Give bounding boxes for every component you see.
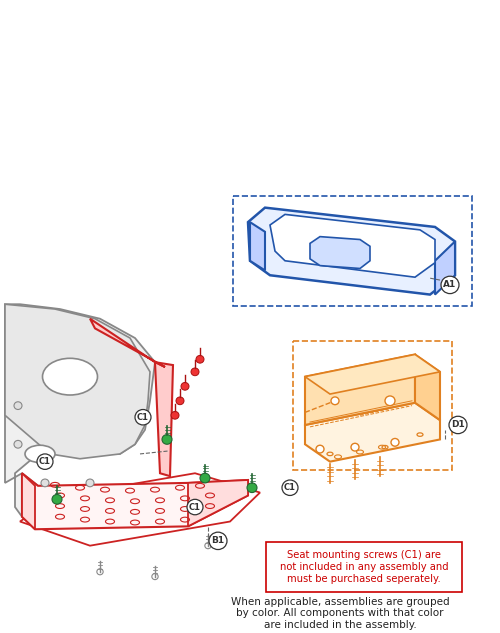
- Polygon shape: [435, 241, 455, 294]
- Circle shape: [52, 494, 62, 504]
- Polygon shape: [188, 480, 248, 527]
- Circle shape: [391, 439, 399, 446]
- Circle shape: [187, 499, 203, 515]
- Text: C1: C1: [39, 457, 51, 466]
- Circle shape: [247, 483, 257, 492]
- Circle shape: [209, 532, 227, 549]
- Circle shape: [282, 480, 298, 496]
- Polygon shape: [90, 318, 165, 367]
- FancyBboxPatch shape: [266, 542, 462, 592]
- Circle shape: [200, 473, 210, 483]
- Circle shape: [37, 454, 53, 470]
- Text: Seat mounting screws (C1) are
not included in any assembly and
must be purchased: Seat mounting screws (C1) are not includ…: [280, 550, 448, 584]
- Circle shape: [152, 573, 158, 580]
- Polygon shape: [250, 222, 265, 270]
- Polygon shape: [305, 354, 415, 425]
- Circle shape: [181, 382, 189, 390]
- Polygon shape: [20, 473, 260, 546]
- Polygon shape: [305, 354, 440, 394]
- Circle shape: [162, 435, 172, 444]
- Circle shape: [97, 568, 103, 575]
- Circle shape: [14, 441, 22, 448]
- Circle shape: [176, 397, 184, 404]
- Circle shape: [135, 410, 151, 425]
- Polygon shape: [22, 473, 35, 529]
- Circle shape: [196, 355, 204, 363]
- Text: When applicable, assemblies are grouped
by color. All components with that color: When applicable, assemblies are grouped …: [230, 597, 450, 630]
- Circle shape: [385, 396, 395, 406]
- Text: C1: C1: [189, 503, 201, 511]
- Polygon shape: [155, 362, 173, 476]
- Circle shape: [14, 402, 22, 410]
- Ellipse shape: [42, 358, 98, 395]
- Polygon shape: [415, 354, 440, 420]
- Text: B1: B1: [212, 536, 224, 546]
- Circle shape: [449, 417, 467, 434]
- Circle shape: [351, 443, 359, 451]
- Circle shape: [86, 479, 94, 487]
- Polygon shape: [5, 304, 155, 517]
- Polygon shape: [310, 237, 370, 268]
- Circle shape: [331, 397, 339, 404]
- Text: C1: C1: [284, 483, 296, 492]
- Circle shape: [41, 479, 49, 487]
- Text: A1: A1: [444, 280, 456, 289]
- Text: C1: C1: [137, 413, 149, 422]
- Text: D1: D1: [451, 420, 465, 429]
- Polygon shape: [305, 403, 440, 461]
- Polygon shape: [270, 215, 435, 277]
- Circle shape: [191, 368, 199, 376]
- Circle shape: [171, 411, 179, 419]
- Polygon shape: [22, 473, 248, 529]
- Circle shape: [316, 445, 324, 453]
- Ellipse shape: [25, 445, 55, 463]
- Circle shape: [205, 542, 211, 549]
- Polygon shape: [5, 304, 150, 459]
- Circle shape: [441, 276, 459, 294]
- Polygon shape: [248, 208, 455, 294]
